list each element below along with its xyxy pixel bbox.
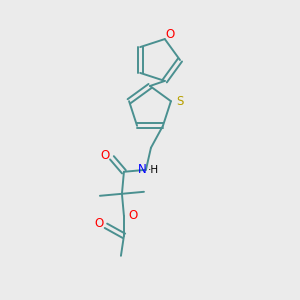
Text: S: S [176,95,184,108]
Text: O: O [100,149,110,162]
Text: O: O [165,28,174,40]
Text: N: N [138,163,146,176]
Text: O: O [94,217,104,230]
Text: ·H: ·H [148,165,160,175]
Text: O: O [128,209,138,222]
